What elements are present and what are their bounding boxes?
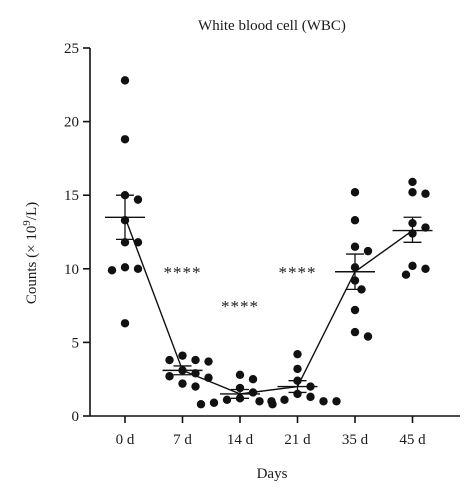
data-point [363, 332, 373, 341]
data-point [350, 242, 360, 251]
x-tick-label: 0 d [116, 432, 135, 448]
data-point [350, 263, 360, 272]
data-point [178, 366, 187, 375]
data-point [408, 177, 417, 187]
data-point [350, 327, 360, 337]
x-tick-label: 45 d [399, 432, 426, 448]
data-point [120, 263, 130, 272]
data-point [408, 229, 417, 238]
data-point [165, 355, 174, 365]
mean-line [124, 217, 413, 395]
y-tick-label: 5 [72, 335, 80, 351]
data-point [196, 400, 206, 409]
data-point [421, 264, 430, 273]
data-point [421, 223, 430, 232]
x-tick-label: 7 d [173, 432, 192, 448]
y-axis-label-suffix: /L) [24, 202, 40, 220]
data-point [280, 395, 289, 405]
data-point [293, 376, 302, 385]
data-point [120, 238, 130, 247]
data-point [235, 394, 245, 403]
data-point [120, 216, 130, 225]
data-point [133, 264, 143, 273]
data-point [421, 189, 430, 198]
data-point [408, 261, 417, 271]
x-axis: 0 d 7 d 14 d 21 d 35 d 45 d [90, 415, 460, 448]
data-point [332, 397, 341, 406]
y-axis-label-prefix: Counts (× 10 [24, 226, 40, 304]
significance-label: **** [164, 263, 202, 282]
mean-line-group [124, 217, 413, 395]
data-point [120, 76, 130, 85]
y-tick-label: 0 [72, 409, 80, 425]
data-point [293, 349, 302, 359]
data-point [408, 188, 417, 197]
data-point [235, 383, 245, 393]
significance-label: **** [221, 297, 259, 316]
data-point [204, 373, 213, 382]
y-axis-label-exponent: 9 [21, 220, 33, 226]
y-axis: 0 5 10 15 20 25 [64, 41, 91, 425]
data-point [209, 398, 219, 407]
data-point [191, 355, 200, 365]
data-point [133, 238, 143, 247]
y-tick-label: 20 [64, 115, 79, 131]
data-point [255, 397, 264, 406]
data-points [107, 76, 430, 409]
data-point [319, 397, 328, 406]
data-point [178, 351, 187, 360]
data-point [222, 395, 232, 405]
data-point [306, 382, 315, 391]
data-point [350, 216, 360, 225]
y-tick-label: 25 [64, 41, 79, 57]
data-point [120, 135, 130, 144]
data-point [350, 305, 360, 315]
data-point [120, 319, 130, 328]
x-tick-label: 35 d [342, 432, 369, 448]
chart-title: White blood cell (WBC) [198, 18, 346, 34]
data-point [267, 397, 276, 406]
y-axis-label: Counts (× 109/L) [21, 202, 40, 304]
data-point [248, 375, 258, 384]
data-point [235, 370, 245, 379]
data-point [178, 379, 187, 388]
significance-label: **** [279, 263, 317, 282]
data-point [350, 188, 360, 197]
data-point [120, 191, 130, 200]
data-point [191, 369, 200, 378]
x-tick-label: 21 d [284, 432, 311, 448]
data-point [357, 285, 366, 294]
data-point [248, 388, 258, 397]
data-point [350, 276, 360, 285]
data-point [204, 357, 213, 366]
x-tick-label: 14 d [227, 432, 254, 448]
data-point [401, 270, 411, 279]
data-point [306, 392, 315, 402]
data-point [293, 364, 302, 374]
data-point [133, 195, 143, 204]
data-point [363, 246, 373, 256]
significance-annotations: **** **** **** [164, 263, 317, 316]
data-point [191, 382, 200, 391]
data-point [408, 218, 417, 228]
data-point [165, 372, 174, 381]
data-point [293, 389, 302, 399]
y-tick-label: 10 [64, 262, 79, 278]
y-tick-label: 15 [64, 188, 79, 204]
data-point [107, 266, 117, 275]
x-axis-label: Days [257, 466, 288, 482]
